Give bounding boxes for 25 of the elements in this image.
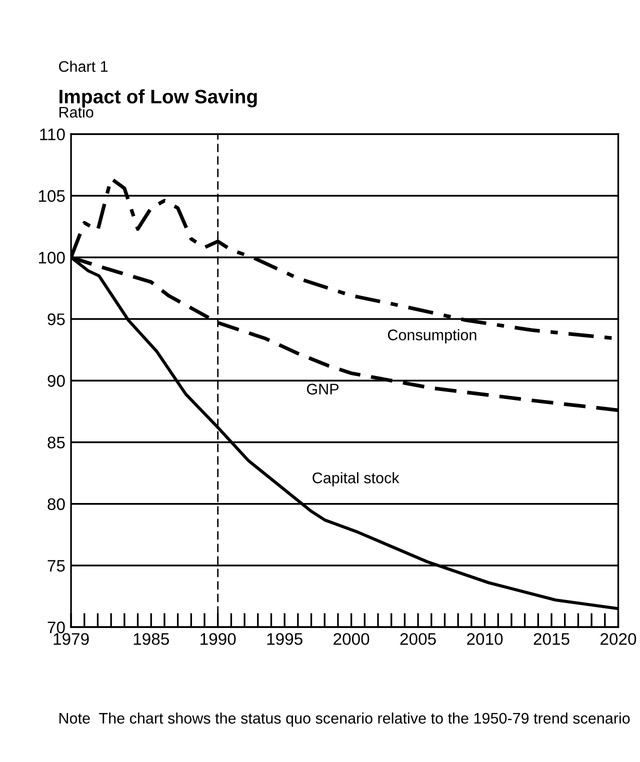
y-axis-title: Ratio bbox=[59, 106, 94, 118]
y-tick-label: 110 bbox=[40, 128, 65, 140]
y-tick-label: 75 bbox=[48, 560, 65, 572]
y-tick-label: 70 bbox=[48, 622, 65, 634]
x-tick-label: 2015 bbox=[534, 633, 570, 645]
chart-title: Impact of Low Saving bbox=[60, 89, 257, 108]
series-label: GNP bbox=[306, 384, 338, 395]
y-tick-label: 100 bbox=[38, 252, 65, 264]
x-tick-label: 2020 bbox=[600, 633, 636, 645]
y-tick-label: 80 bbox=[48, 498, 65, 510]
text: Note The chart shows the status quo scenario relative to the 1950-79 trend scenario bbox=[59, 712, 630, 727]
x-tick-label: 1995 bbox=[267, 633, 302, 645]
series-label: Capital stock bbox=[312, 472, 400, 486]
y-tick-label: 90 bbox=[48, 375, 65, 387]
y-tick-label: 85 bbox=[48, 436, 65, 448]
x-tick-label: 1979 bbox=[54, 633, 89, 645]
chart-subtitle: Chart 1 bbox=[59, 60, 108, 72]
series-label: Consumption bbox=[388, 329, 476, 344]
y-tick-label: 95 bbox=[48, 313, 65, 326]
x-tick-label: 1990 bbox=[200, 633, 236, 645]
x-tick-label: 2010 bbox=[467, 633, 503, 645]
x-tick-label: 1985 bbox=[134, 633, 169, 645]
y-tick-label: 105 bbox=[38, 190, 65, 202]
x-tick-label: 2005 bbox=[400, 633, 436, 645]
x-tick-label: 2000 bbox=[334, 633, 370, 645]
